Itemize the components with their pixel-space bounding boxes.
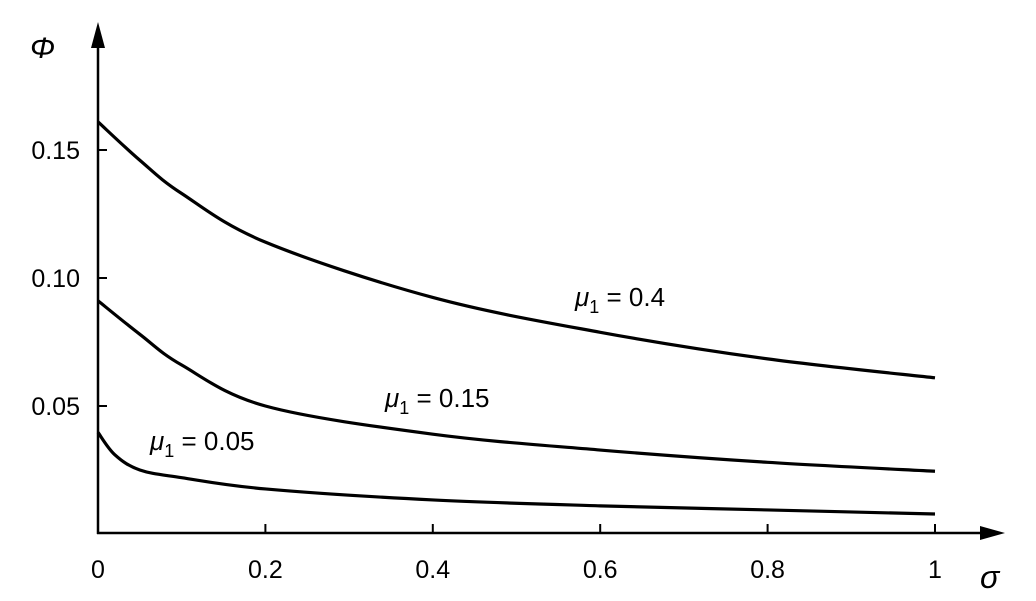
x-tick-label: 0.6 <box>583 556 618 584</box>
x-tick-label: 0 <box>91 556 105 584</box>
series-label: μ1 = 0.05 <box>149 426 255 461</box>
y-tick-label: 0.05 <box>31 393 80 421</box>
series-label: μ1 = 0.4 <box>574 282 665 317</box>
x-tick-label: 0.4 <box>415 556 450 584</box>
x-tick-label: 0.8 <box>750 556 785 584</box>
x-axis-arrow <box>980 526 1005 540</box>
series-line <box>96 120 936 380</box>
y-axis-arrow <box>91 22 105 48</box>
x-tick-label: 0.2 <box>248 556 283 584</box>
series-label: μ1 = 0.15 <box>384 383 490 418</box>
y-tick-label: 0.15 <box>31 137 80 165</box>
x-axis-label: σ <box>980 559 1001 595</box>
series-line <box>96 431 936 516</box>
axes: Φ σ <box>30 22 1005 595</box>
y-tick-label: 0.10 <box>31 265 80 293</box>
y-axis-label: Φ <box>30 32 55 65</box>
series-line <box>96 299 936 473</box>
x-tick-label: 1 <box>928 556 942 584</box>
